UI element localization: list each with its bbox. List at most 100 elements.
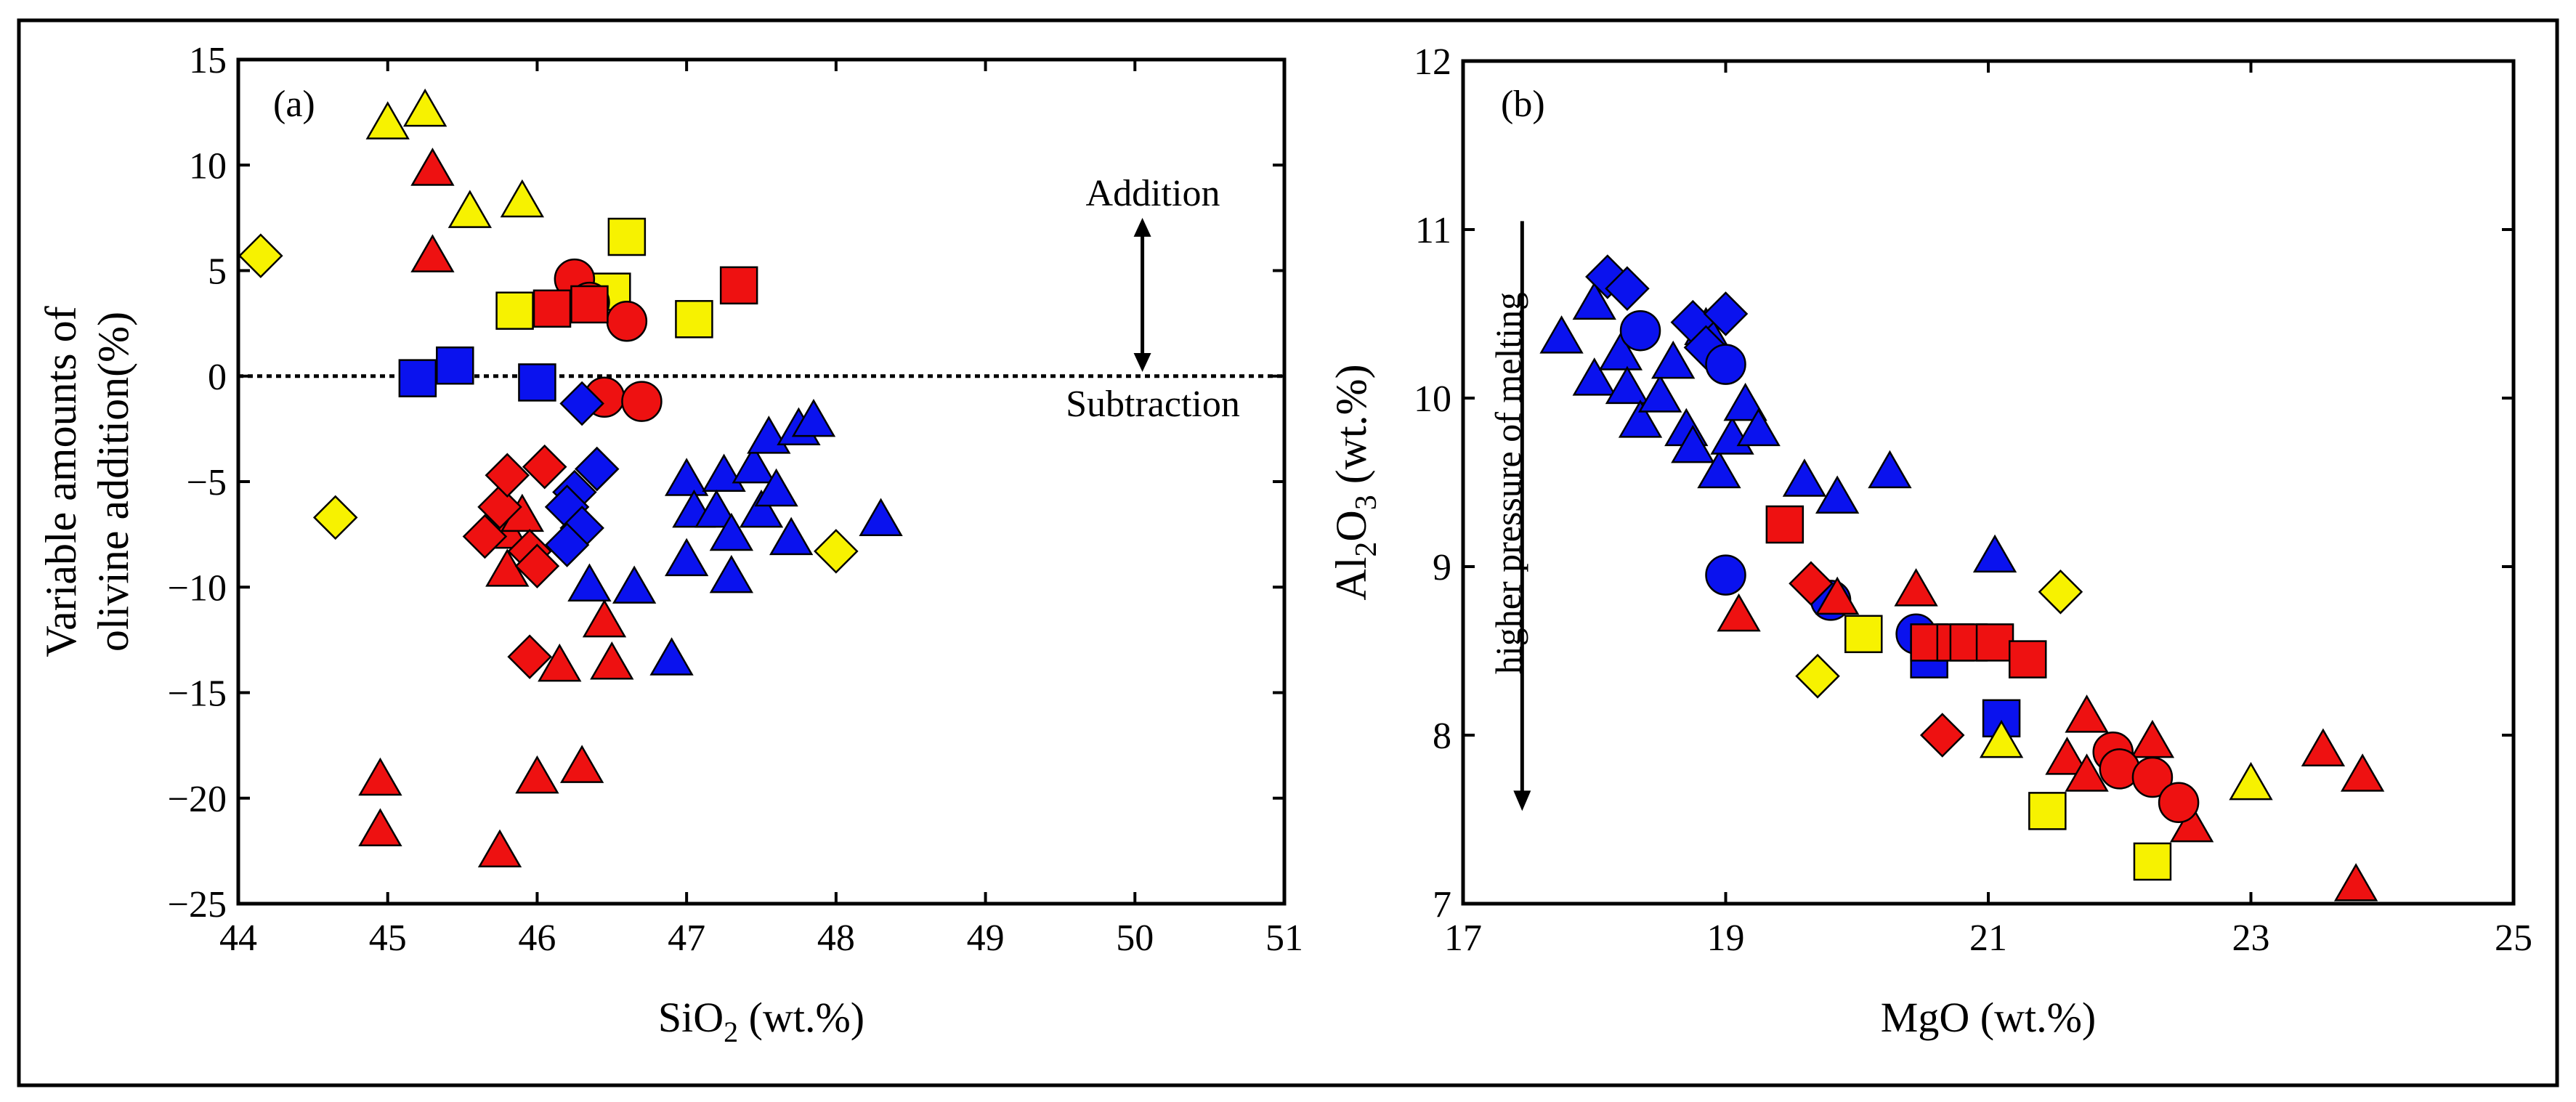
y-tick-label: 5 bbox=[208, 251, 227, 293]
arrow-head-up bbox=[1133, 217, 1151, 237]
panel-a-y-axis-label-line2: olivine addition(%) bbox=[89, 312, 137, 652]
red-triangle-point bbox=[2301, 728, 2346, 766]
x-tick-label: 51 bbox=[1265, 917, 1303, 959]
red-triangle-point bbox=[2333, 863, 2378, 902]
subtraction-label: Subtraction bbox=[1066, 384, 1240, 425]
blue-diamond-point bbox=[574, 446, 620, 492]
red-triangle-point bbox=[358, 757, 402, 796]
x-tick-label: 45 bbox=[369, 917, 407, 959]
red-diamond-point bbox=[522, 444, 567, 490]
blue-triangle-point bbox=[1651, 340, 1696, 379]
blue-triangle-point bbox=[1815, 475, 1860, 514]
blue-triangle-point bbox=[612, 565, 657, 604]
x-tick-label: 21 bbox=[1969, 917, 2007, 959]
y-tick-label: 7 bbox=[1433, 884, 1451, 925]
panel-b-label: (b) bbox=[1501, 84, 1545, 125]
red-triangle-point bbox=[1815, 576, 1860, 615]
y-tick-label: 8 bbox=[1433, 716, 1451, 757]
yellow-diamond-point bbox=[2038, 570, 2083, 615]
red-triangle-point bbox=[410, 234, 455, 272]
blue-triangle-point bbox=[694, 489, 739, 528]
blue-triangle-point bbox=[1671, 424, 1715, 463]
yellow-triangle-point bbox=[500, 179, 545, 218]
red-triangle-point bbox=[477, 829, 522, 868]
yellow-square-point bbox=[2133, 842, 2172, 881]
red-triangle-point bbox=[2065, 753, 2109, 792]
red-square-point bbox=[1975, 623, 2014, 662]
y-tick-label: 10 bbox=[189, 145, 227, 187]
arrow-head-down bbox=[1513, 790, 1531, 811]
yellow-triangle-point bbox=[402, 88, 447, 127]
arrow-head-down bbox=[1133, 352, 1151, 372]
blue-diamond-point bbox=[559, 381, 604, 426]
blue-triangle-point bbox=[732, 445, 776, 484]
y-tick-label: −20 bbox=[168, 779, 227, 820]
figure-border bbox=[17, 18, 2559, 1087]
blue-triangle-point bbox=[1736, 408, 1781, 447]
red-diamond-point bbox=[462, 514, 508, 559]
red-triangle-point bbox=[538, 643, 582, 682]
blue-diamond-point bbox=[544, 522, 590, 567]
x-tick-label: 19 bbox=[1707, 917, 1745, 959]
addition-label: Addition bbox=[1086, 173, 1220, 214]
red-diamond-point bbox=[1919, 713, 1965, 758]
red-triangle-point bbox=[358, 808, 402, 846]
y-tick-label: −25 bbox=[168, 884, 227, 925]
panel-a-x-axis-label: SiO2 (wt.%) bbox=[658, 994, 864, 1048]
pressure-arrow bbox=[1513, 221, 1531, 811]
yellow-diamond-point bbox=[238, 233, 283, 278]
blue-square-point bbox=[518, 363, 556, 402]
red-triangle-point bbox=[2170, 803, 2214, 843]
blue-triangle-point bbox=[709, 512, 754, 551]
blue-triangle-point bbox=[1868, 450, 1912, 489]
red-square-point bbox=[1765, 505, 1805, 544]
panel-b-y-axis-label: Al2O3 (wt.%) bbox=[1327, 364, 1383, 600]
x-tick-label: 44 bbox=[219, 917, 257, 959]
blue-triangle-point bbox=[1637, 374, 1682, 413]
y-tick-label: −5 bbox=[187, 462, 227, 503]
pressure-annotation: higher pressure of melting bbox=[1488, 292, 1528, 674]
panel-a-data-points bbox=[238, 88, 903, 868]
x-tick-label: 49 bbox=[967, 917, 1005, 959]
y-tick-label: 9 bbox=[1433, 547, 1451, 588]
yellow-square-point bbox=[607, 217, 647, 256]
x-tick-label: 48 bbox=[817, 917, 855, 959]
panel-a-y-axis-label-line1: Variable amounts of bbox=[37, 306, 85, 657]
blue-triangle-point bbox=[739, 489, 784, 528]
blue-circle-point bbox=[1619, 309, 1661, 352]
red-triangle-point bbox=[1717, 593, 1761, 632]
red-triangle-point bbox=[410, 147, 455, 186]
red-square-point bbox=[570, 285, 609, 324]
red-triangle-point bbox=[582, 599, 627, 638]
yellow-square-point bbox=[2028, 792, 2067, 830]
blue-triangle-point bbox=[567, 563, 612, 602]
y-tick-label: −15 bbox=[168, 673, 227, 715]
red-triangle-point bbox=[590, 641, 634, 680]
blue-triangle-point bbox=[1618, 400, 1663, 438]
red-square-point bbox=[719, 266, 758, 305]
yellow-square-point bbox=[1844, 615, 1883, 654]
blue-triangle-point bbox=[791, 398, 836, 437]
red-diamond-point bbox=[1789, 561, 1834, 606]
blue-triangle-point bbox=[1539, 315, 1584, 354]
blue-triangle-point bbox=[1972, 534, 2017, 573]
red-triangle-point bbox=[559, 745, 604, 783]
yellow-triangle-point bbox=[365, 101, 410, 139]
blue-square-point bbox=[398, 359, 437, 397]
blue-triangle-point bbox=[1598, 332, 1643, 370]
panel-b: 17 19 21 23 25 7 8 9 10 11 12 (b) higher pressure … bbox=[1327, 41, 2532, 1041]
blue-triangle-point bbox=[664, 458, 709, 496]
panel-b-data-points bbox=[1539, 254, 2385, 902]
panel-a-label: (a) bbox=[273, 84, 315, 125]
blue-triangle-point bbox=[1605, 365, 1650, 405]
y-tick-label: 15 bbox=[189, 40, 227, 81]
yellow-diamond-point bbox=[1795, 654, 1840, 699]
red-diamond-point bbox=[514, 543, 560, 588]
blue-triangle-point bbox=[649, 637, 694, 676]
yellow-triangle-point bbox=[447, 190, 493, 228]
red-diamond-point bbox=[507, 634, 552, 679]
blue-triangle-point bbox=[1723, 382, 1767, 421]
